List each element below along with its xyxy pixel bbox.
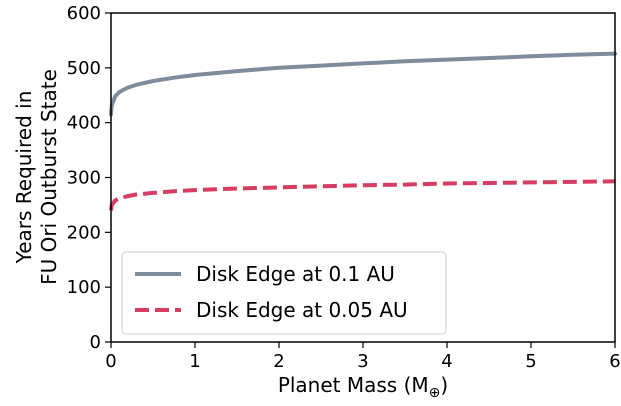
y-tick-label: 600 <box>67 3 101 24</box>
x-tick-label: 6 <box>609 351 620 372</box>
x-tick-label: 5 <box>525 351 536 372</box>
x-axis-label: Planet Mass (M⊕) <box>278 373 448 401</box>
series-layer <box>109 51 617 211</box>
series-line-1 <box>109 51 617 117</box>
legend: Disk Edge at 0.1 AU Disk Edge at 0.05 AU <box>121 251 447 335</box>
legend-box <box>121 251 447 335</box>
x-axis-label-subscript: ⊕ <box>429 385 441 401</box>
y-axis-label-line-2: FU Ori Outburst State <box>37 69 61 285</box>
legend-label-series-1: Disk Edge at 0.1 AU <box>196 262 395 286</box>
x-tick-label: 0 <box>105 351 116 372</box>
x-tick-label: 1 <box>189 351 200 372</box>
x-axis-label-suffix: ) <box>440 373 448 397</box>
legend-label-series-2: Disk Edge at 0.05 AU <box>196 298 408 322</box>
y-tick-label: 400 <box>67 113 101 134</box>
y-tick-label: 0 <box>90 332 101 353</box>
y-tick-label: 300 <box>67 168 101 189</box>
y-ticks: 0 100 200 300 400 500 600 <box>67 3 111 353</box>
y-axis-label-line-1: Years Required in <box>12 91 36 265</box>
x-tick-label: 4 <box>441 351 452 372</box>
series-line-2 <box>109 179 616 211</box>
x-axis-label-main: Planet Mass (M <box>278 373 429 397</box>
x-ticks: 0 1 2 3 4 5 6 <box>105 342 621 372</box>
y-tick-label: 200 <box>67 222 101 243</box>
y-tick-label: 500 <box>67 58 101 79</box>
x-tick-label: 3 <box>357 351 368 372</box>
x-tick-label: 2 <box>273 351 284 372</box>
y-tick-label: 100 <box>67 277 101 298</box>
